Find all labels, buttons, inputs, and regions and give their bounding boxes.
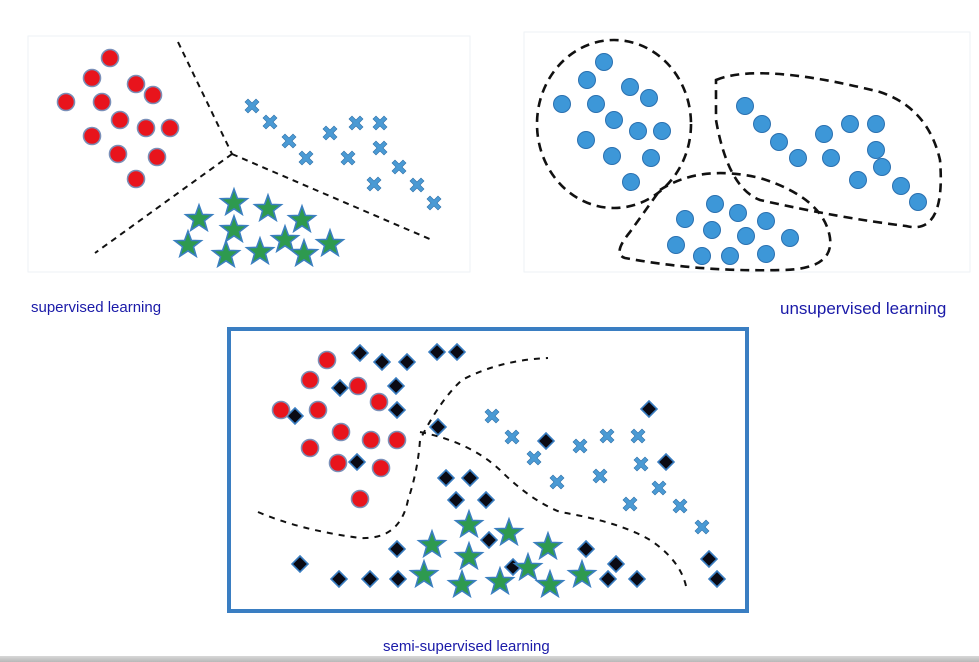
semi-supervised-panel	[227, 327, 749, 613]
unsupervised-panel	[523, 31, 971, 273]
supervised-caption: supervised learning	[31, 299, 162, 316]
unsupervised-caption: unsupervised learning	[780, 299, 947, 318]
semi-supervised-caption: semi-supervised learning	[383, 638, 550, 655]
semi-boundaries	[257, 357, 687, 587]
bottom-strip	[0, 656, 979, 662]
cluster-boundaries	[535, 38, 943, 272]
supervised-panel	[27, 35, 471, 273]
decision-boundaries	[94, 41, 433, 254]
